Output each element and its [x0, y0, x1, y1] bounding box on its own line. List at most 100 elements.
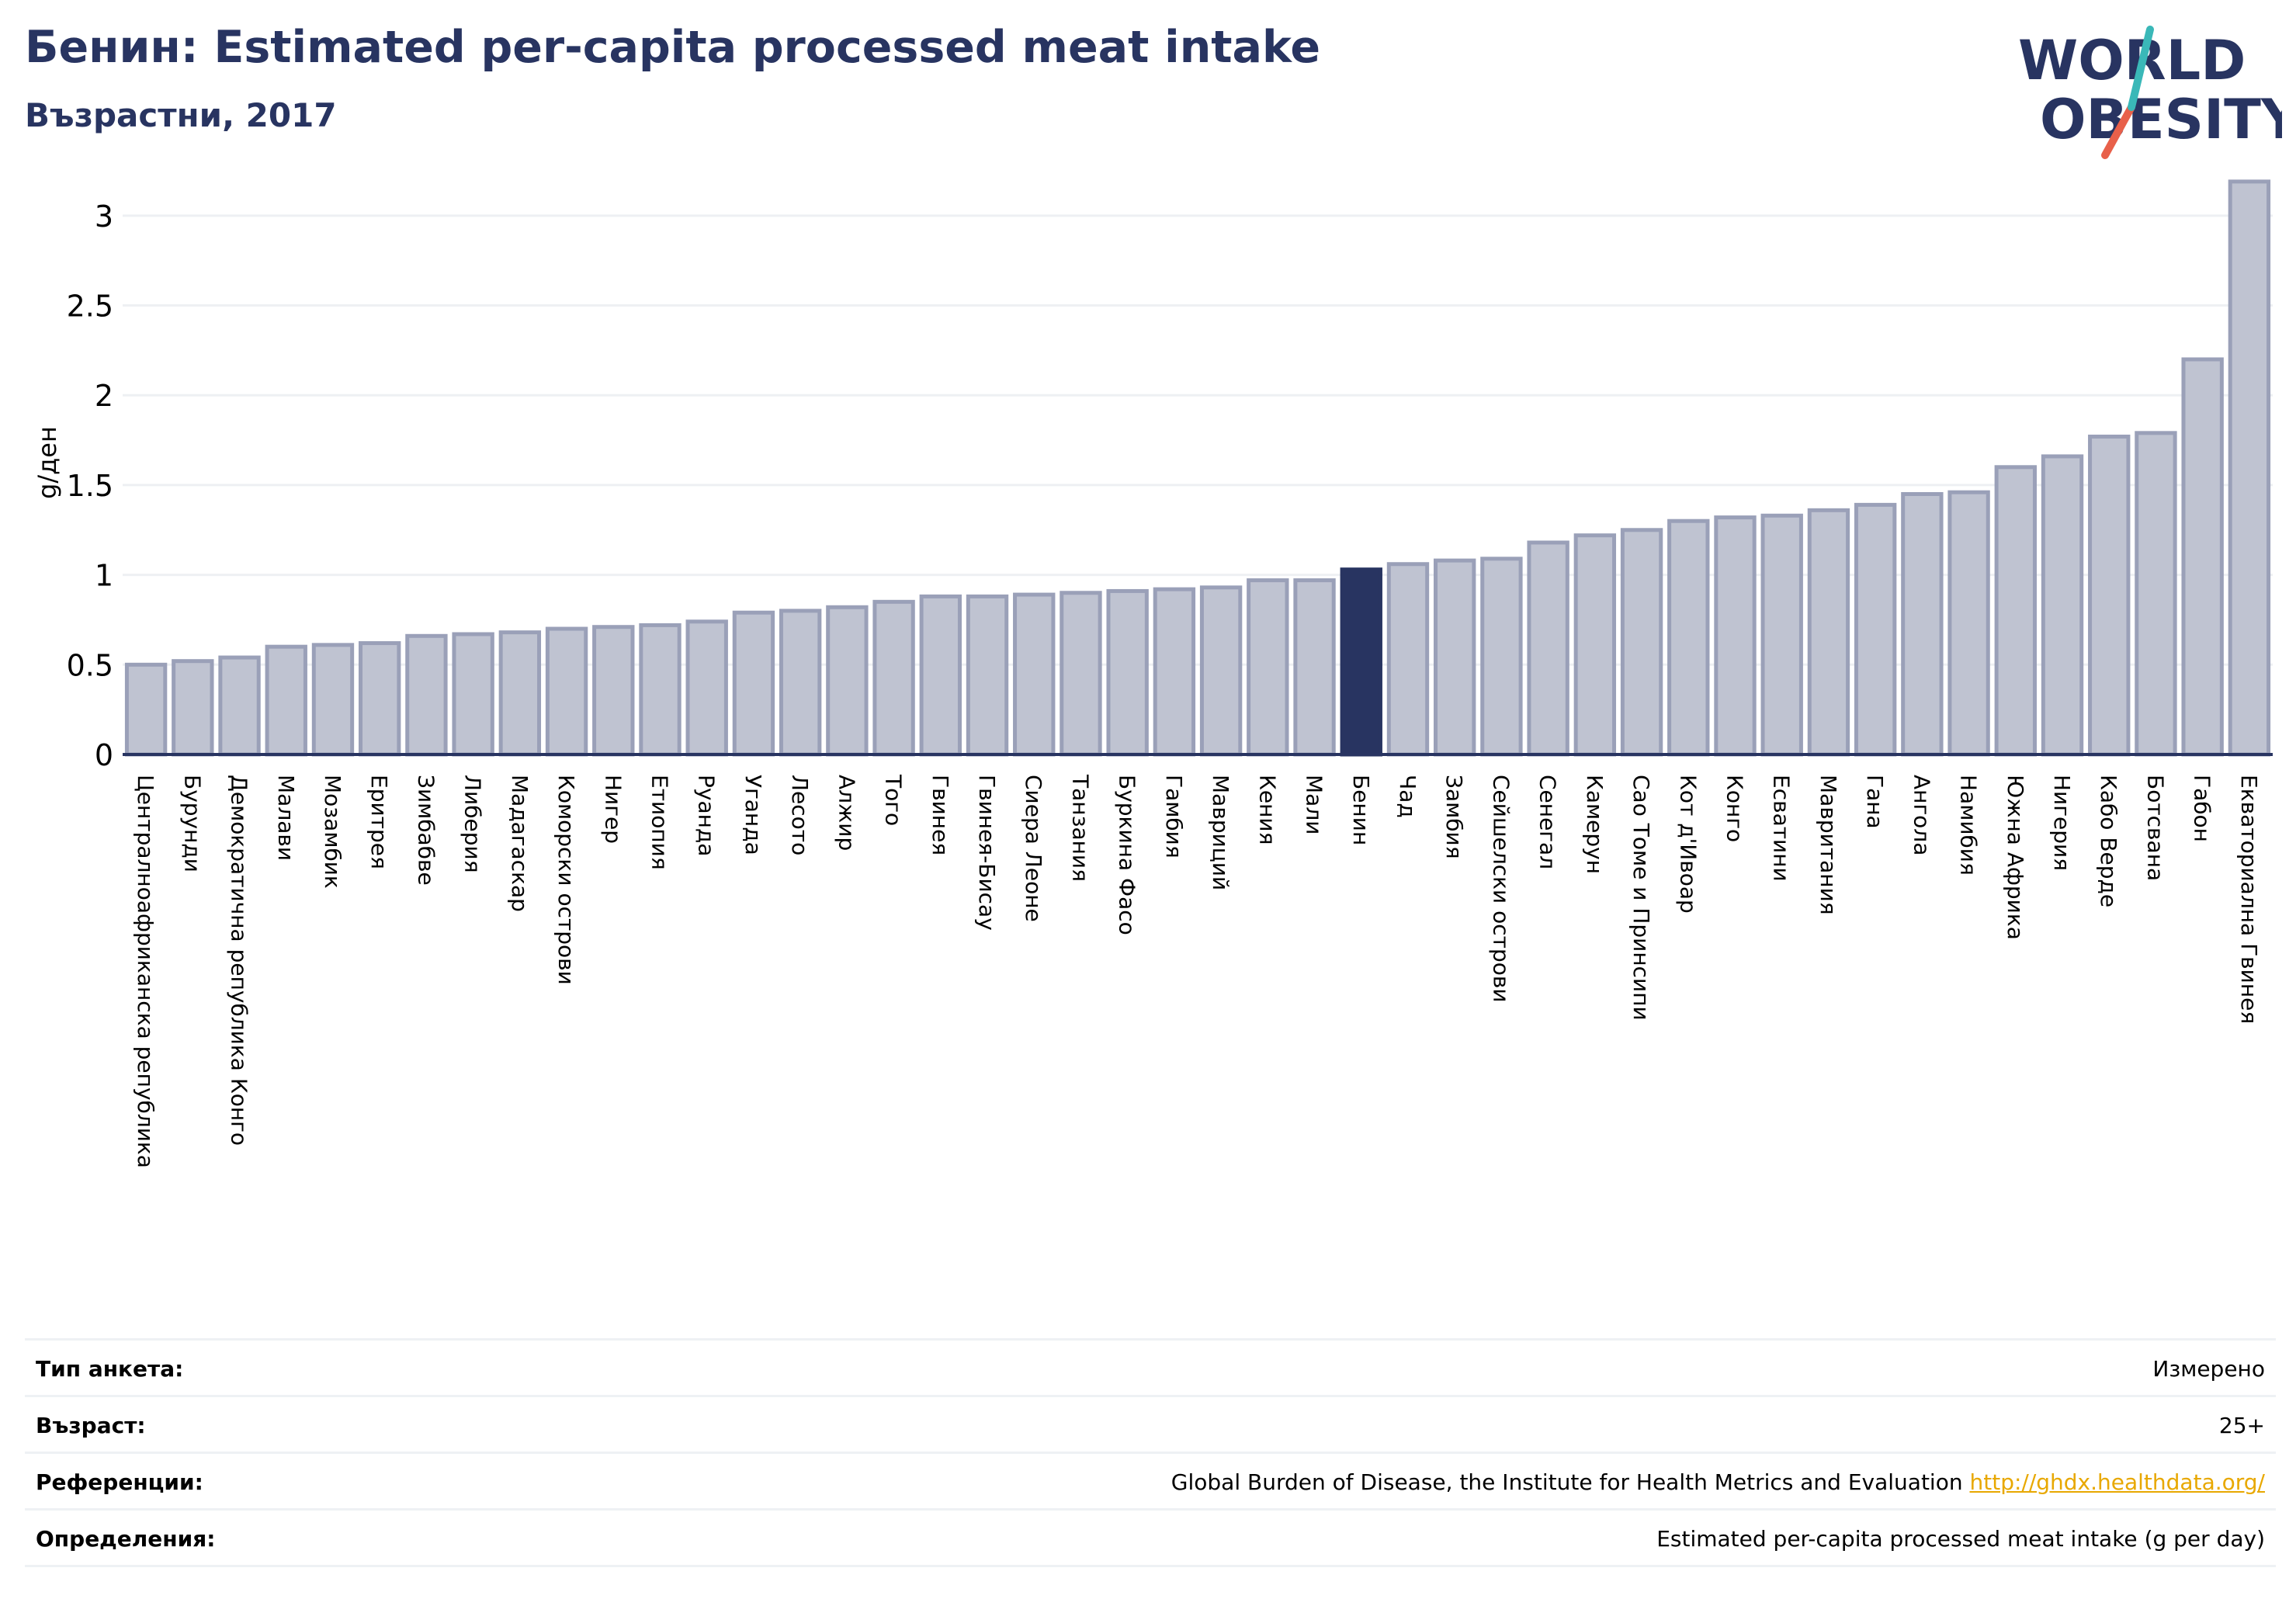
bar: [1340, 567, 1382, 757]
x-tick-label: Буркина Фасо: [1115, 775, 1140, 935]
y-axis-label: g/ден: [33, 426, 62, 499]
bars: [124, 179, 2271, 757]
y-tick-label: 0: [95, 738, 113, 772]
bar: [311, 643, 355, 757]
chart-title: Бенин: Estimated per-capita processed me…: [25, 22, 1321, 73]
bar: [1994, 465, 2037, 757]
bar: [779, 609, 822, 757]
x-tick-label: Нигер: [600, 775, 626, 844]
bar: [1480, 557, 1523, 757]
y-tick-label: 3: [95, 199, 113, 234]
info-value-wrap: Global Burden of Disease, the Institute …: [1171, 1469, 2265, 1495]
x-tick-label: Габон: [2190, 775, 2215, 842]
bar: [872, 599, 915, 757]
x-tick-label: Намибия: [1956, 775, 1982, 876]
info-value: Измерено: [2152, 1356, 2265, 1382]
bar: [1106, 588, 1149, 757]
reference-link[interactable]: http://ghdx.healthdata.org/: [1969, 1469, 2265, 1495]
x-tick-label: Бенин: [1348, 775, 1374, 845]
bar: [592, 625, 635, 757]
bar: [265, 644, 307, 757]
x-tick-label: Конго: [1722, 775, 1748, 842]
x-tick-label: Гана: [1862, 775, 1888, 829]
y-tick-label: 1: [95, 559, 113, 593]
x-tick-label: Сенегал: [1535, 775, 1561, 869]
x-tick-label: Чад: [1395, 775, 1420, 818]
bar: [966, 594, 1009, 757]
x-tick-label: Южна Африка: [2003, 775, 2028, 940]
info-value: 25+: [2218, 1413, 2265, 1438]
bar: [1199, 585, 1243, 757]
bar: [826, 605, 869, 757]
bar: [1573, 533, 1617, 757]
y-tick-label: 0.5: [67, 648, 113, 682]
x-tick-label: Мавриций: [1208, 775, 1233, 890]
x-tick-label: Ботсвана: [2142, 775, 2168, 881]
bar: [2228, 179, 2271, 757]
info-label: Възраст:: [36, 1413, 146, 1438]
bar: [498, 630, 542, 757]
x-tick-label: Алжир: [834, 775, 859, 851]
x-tick-label: Либерия: [460, 775, 486, 873]
info-value: Estimated per-capita processed meat inta…: [1656, 1526, 2265, 1552]
x-tick-label: Сао Томе и Принсипи: [1628, 775, 1654, 1021]
x-tick-label: Кабо Верде: [2096, 775, 2121, 907]
x-tick-label: Малави: [273, 775, 299, 861]
info-label: Референции:: [36, 1469, 203, 1495]
bar: [1854, 502, 1897, 757]
x-tick-label: Есватини: [1769, 775, 1795, 882]
x-tick-label: Руанда: [694, 775, 720, 856]
bar: [1807, 508, 1850, 757]
y-tick-label: 1.5: [67, 469, 113, 503]
bar: [218, 655, 261, 757]
bar: [405, 633, 448, 757]
bar: [1527, 540, 1569, 757]
x-tick-label: Кот д'Ивоар: [1675, 775, 1701, 914]
x-tick-label: Сиера Леоне: [1021, 775, 1046, 922]
x-tick-label: Камерун: [1582, 775, 1608, 874]
x-tick-label: Танзания: [1067, 774, 1093, 882]
tick-labels: 0 0.5 1 1.5 2 2.5 3 g/ден Централноафриканска ре…: [33, 199, 2262, 1168]
x-tick-label: Бурунди: [179, 775, 205, 872]
bar: [124, 662, 168, 757]
info-table: Тип анкета: Измерено Възраст: 25+ Рефере…: [25, 1338, 2276, 1567]
info-value: Global Burden of Disease, the Institute …: [1171, 1469, 1970, 1495]
bar: [1386, 562, 1430, 757]
x-tick-label: Еритрея: [366, 775, 392, 869]
bar: [1620, 528, 1663, 757]
info-row-definitions: Определения: Estimated per-capita proces…: [25, 1508, 2276, 1567]
bar: [1947, 490, 1990, 757]
x-tick-label: Лесото: [787, 775, 813, 855]
bar: [732, 610, 775, 757]
bar: [2181, 357, 2224, 757]
bar: [1434, 558, 1476, 757]
y-tick-label: 2.5: [67, 290, 113, 324]
logo-slash-red: [2101, 103, 2135, 159]
bar: [2135, 431, 2177, 757]
x-tick-label: Нигерия: [2049, 775, 2075, 871]
bar: [685, 619, 728, 757]
x-tick-label: Уганда: [740, 775, 766, 855]
logo-slash-teal: [2128, 26, 2154, 111]
info-row-survey-type: Тип анкета: Измерено: [25, 1338, 2276, 1395]
bar: [545, 626, 588, 757]
bar-chart: 0 0.5 1 1.5 2 2.5 3 g/ден Централноафриканска ре…: [33, 179, 2273, 1168]
bar: [1667, 519, 1710, 757]
bar: [1901, 491, 1944, 757]
world-obesity-logo: WORLD OBESITY: [2018, 26, 2282, 159]
bar: [1247, 578, 1289, 757]
x-tick-label: Ангола: [1909, 775, 1934, 855]
bar: [452, 632, 494, 757]
x-tick-label: Гамбия: [1161, 775, 1187, 858]
x-tick-label: Мадагаскар: [507, 775, 532, 912]
x-tick-label: Мавритания: [1816, 775, 1841, 915]
info-row-age: Възраст: 25+: [25, 1395, 2276, 1452]
bar: [1060, 591, 1102, 757]
info-label: Тип анкета:: [36, 1356, 184, 1382]
x-tick-label: Того: [881, 774, 907, 826]
x-tick-label: Централноафриканска република: [133, 775, 158, 1168]
bar: [919, 594, 962, 757]
x-tick-label: Екваториална Гвинея: [2236, 775, 2262, 1024]
y-tick-label: 2: [95, 379, 113, 413]
x-tick-label: Мали: [1302, 775, 1327, 834]
